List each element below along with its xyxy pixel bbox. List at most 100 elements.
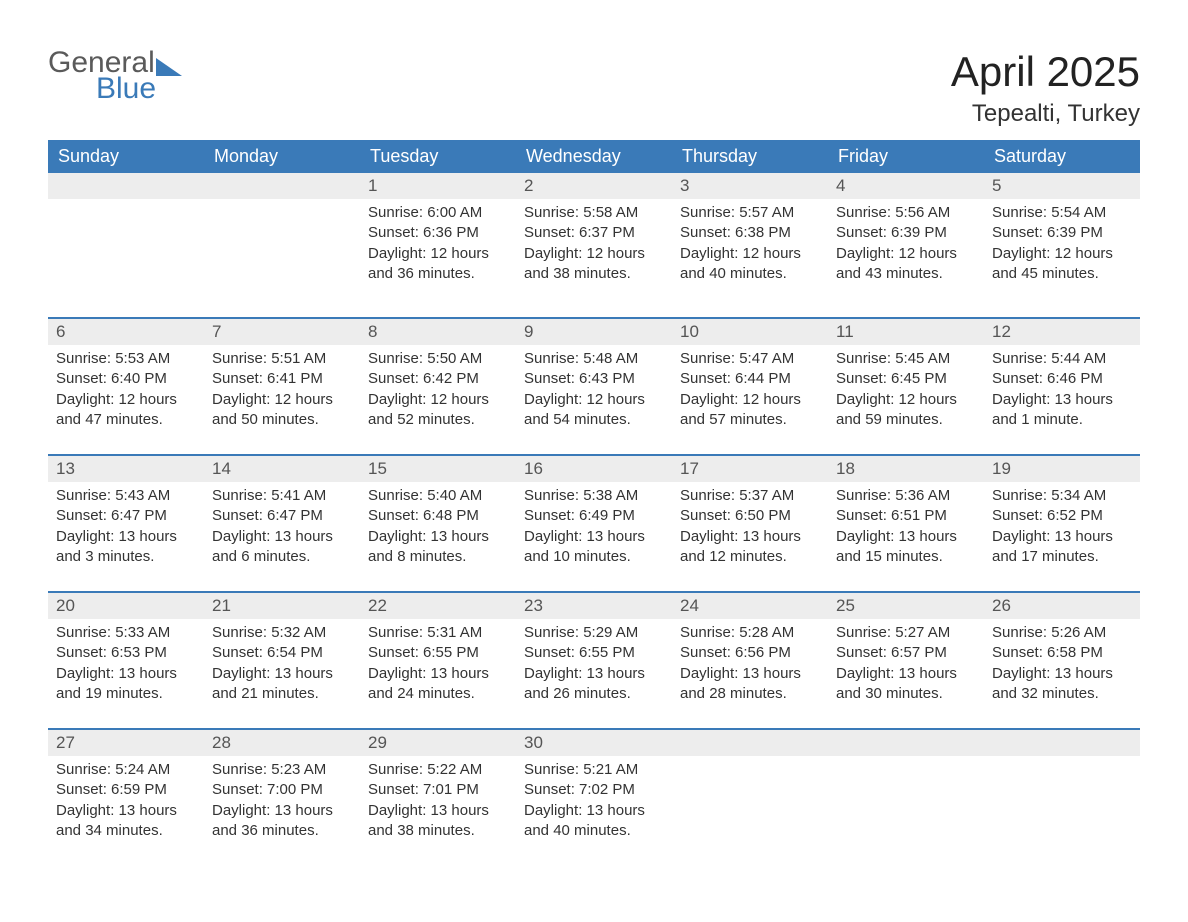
day-body: Sunrise: 5:51 AMSunset: 6:41 PMDaylight:…: [204, 345, 360, 454]
day-sunrise: Sunrise: 5:36 AM: [836, 486, 976, 506]
day-number: 24: [672, 593, 828, 619]
day-sunset: Sunset: 6:43 PM: [524, 369, 664, 389]
day-body: [828, 756, 984, 874]
day-sunset: Sunset: 6:39 PM: [992, 223, 1132, 243]
day-d2: and 32 minutes.: [992, 684, 1132, 704]
calendar-day-cell: 20Sunrise: 5:33 AMSunset: 6:53 PMDayligh…: [48, 592, 204, 729]
day-body: Sunrise: 5:50 AMSunset: 6:42 PMDaylight:…: [360, 345, 516, 454]
day-sunset: Sunset: 6:57 PM: [836, 643, 976, 663]
day-number: 12: [984, 319, 1140, 345]
calendar-header-row: SundayMondayTuesdayWednesdayThursdayFrid…: [48, 140, 1140, 173]
day-sunset: Sunset: 6:48 PM: [368, 506, 508, 526]
calendar-day-cell: 10 Sunrise: 5:47 AMSunset: 6:44 PMDayligh…: [672, 318, 828, 455]
day-d1: Daylight: 13 hours: [680, 527, 820, 547]
day-d1: Daylight: 13 hours: [992, 527, 1132, 547]
day-d2: and 17 minutes.: [992, 547, 1132, 567]
day-number: 7: [204, 319, 360, 345]
calendar-day-cell: 9Sunrise: 5:48 AMSunset: 6:43 PMDaylight…: [516, 318, 672, 455]
day-d2: and 19 minutes.: [56, 684, 196, 704]
day-d1: Daylight: 13 hours: [212, 527, 352, 547]
day-sunrise: Sunrise: 5:48 AM: [524, 349, 664, 369]
day-d1: Daylight: 13 hours: [836, 664, 976, 684]
day-d1: Daylight: 12 hours: [836, 390, 976, 410]
day-d2: and 40 minutes.: [524, 821, 664, 841]
day-sunset: Sunset: 6:44 PM: [680, 369, 820, 389]
calendar-table: SundayMondayTuesdayWednesdayThursdayFrid…: [48, 140, 1140, 874]
day-body: Sunrise: 5:28 AMSunset: 6:56 PMDaylight:…: [672, 619, 828, 728]
calendar-day-cell: 24Sunrise: 5:28 AMSunset: 6:56 PMDayligh…: [672, 592, 828, 729]
weekday-header: Tuesday: [360, 140, 516, 173]
day-sunrise: Sunrise: 5:28 AM: [680, 623, 820, 643]
day-sunrise: Sunrise: 5:47 AM: [680, 349, 820, 369]
calendar-day-cell: 4Sunrise: 5:56 AMSunset: 6:39 PMDaylight…: [828, 173, 984, 318]
day-sunrise: Sunrise: 5:45 AM: [836, 349, 976, 369]
day-sunset: Sunset: 6:46 PM: [992, 369, 1132, 389]
calendar-day-cell: 28Sunrise: 5:23 AMSunset: 7:00 PMDayligh…: [204, 729, 360, 874]
day-d1: Daylight: 12 hours: [680, 390, 820, 410]
day-number: 16: [516, 456, 672, 482]
day-sunset: Sunset: 6:55 PM: [368, 643, 508, 663]
day-body: [984, 756, 1140, 874]
day-sunrise: Sunrise: 5:38 AM: [524, 486, 664, 506]
day-d1: Daylight: 12 hours: [56, 390, 196, 410]
day-body: Sunrise: 5:44 AMSunset: 6:46 PMDaylight:…: [984, 345, 1140, 454]
day-sunset: Sunset: 6:47 PM: [212, 506, 352, 526]
day-d2: and 8 minutes.: [368, 547, 508, 567]
calendar-week-row: 6Sunrise: 5:53 AMSunset: 6:40 PMDaylight…: [48, 318, 1140, 455]
day-d2: and 59 minutes.: [836, 410, 976, 430]
day-number: 27: [48, 730, 204, 756]
calendar-day-cell: 26Sunrise: 5:26 AMSunset: 6:58 PMDayligh…: [984, 592, 1140, 729]
day-sunset: Sunset: 6:42 PM: [368, 369, 508, 389]
day-body: Sunrise: 5:56 AMSunset: 6:39 PMDaylight:…: [828, 199, 984, 308]
day-d1: Daylight: 13 hours: [56, 527, 196, 547]
calendar-day-cell: 19Sunrise: 5:34 AMSunset: 6:52 PMDayligh…: [984, 455, 1140, 592]
day-number: 18: [828, 456, 984, 482]
day-d2: and 28 minutes.: [680, 684, 820, 704]
day-number: 2: [516, 173, 672, 199]
day-d2: and 15 minutes.: [836, 547, 976, 567]
day-d2: and 50 minutes.: [212, 410, 352, 430]
day-d1: Daylight: 12 hours: [836, 244, 976, 264]
day-d2: and 34 minutes.: [56, 821, 196, 841]
calendar-week-row: 13Sunrise: 5:43 AMSunset: 6:47 PMDayligh…: [48, 455, 1140, 592]
day-sunset: Sunset: 6:50 PM: [680, 506, 820, 526]
calendar-day-cell: 11Sunrise: 5:45 AMSunset: 6:45 PMDayligh…: [828, 318, 984, 455]
title-block: April 2025 Tepealti, Turkey: [951, 48, 1140, 128]
day-sunset: Sunset: 6:51 PM: [836, 506, 976, 526]
day-body: Sunrise: 5:37 AMSunset: 6:50 PMDaylight:…: [672, 482, 828, 591]
weekday-header: Friday: [828, 140, 984, 173]
day-number: 29: [360, 730, 516, 756]
day-body: Sunrise: 5:58 AMSunset: 6:37 PMDaylight:…: [516, 199, 672, 308]
day-number: 1: [360, 173, 516, 199]
day-number: 19: [984, 456, 1140, 482]
day-d1: Daylight: 13 hours: [992, 390, 1132, 410]
day-number: [984, 730, 1140, 756]
day-sunset: Sunset: 6:56 PM: [680, 643, 820, 663]
day-sunrise: Sunrise: 5:44 AM: [992, 349, 1132, 369]
day-d2: and 57 minutes.: [680, 410, 820, 430]
day-body: Sunrise: 5:43 AMSunset: 6:47 PMDaylight:…: [48, 482, 204, 591]
day-sunrise: Sunrise: 5:21 AM: [524, 760, 664, 780]
day-sunset: Sunset: 6:38 PM: [680, 223, 820, 243]
day-sunset: Sunset: 6:52 PM: [992, 506, 1132, 526]
day-sunset: Sunset: 6:41 PM: [212, 369, 352, 389]
calendar-week-row: 20Sunrise: 5:33 AMSunset: 6:53 PMDayligh…: [48, 592, 1140, 729]
day-d1: Daylight: 13 hours: [56, 801, 196, 821]
month-title: April 2025: [951, 48, 1140, 96]
day-body: Sunrise: 5:31 AMSunset: 6:55 PMDaylight:…: [360, 619, 516, 728]
day-d1: Daylight: 13 hours: [524, 801, 664, 821]
day-d2: and 47 minutes.: [56, 410, 196, 430]
day-d1: Daylight: 13 hours: [368, 801, 508, 821]
day-number: 10: [672, 319, 828, 345]
logo: General Blue: [48, 48, 182, 104]
day-sunset: Sunset: 6:47 PM: [56, 506, 196, 526]
day-sunrise: Sunrise: 5:50 AM: [368, 349, 508, 369]
header: General Blue April 2025 Tepealti, Turkey: [48, 48, 1140, 128]
day-body: Sunrise: 5:23 AMSunset: 7:00 PMDaylight:…: [204, 756, 360, 865]
day-sunset: Sunset: 7:01 PM: [368, 780, 508, 800]
day-number: 26: [984, 593, 1140, 619]
day-sunrise: Sunrise: 5:24 AM: [56, 760, 196, 780]
day-d1: Daylight: 13 hours: [836, 527, 976, 547]
day-d2: and 12 minutes.: [680, 547, 820, 567]
weekday-header: Saturday: [984, 140, 1140, 173]
